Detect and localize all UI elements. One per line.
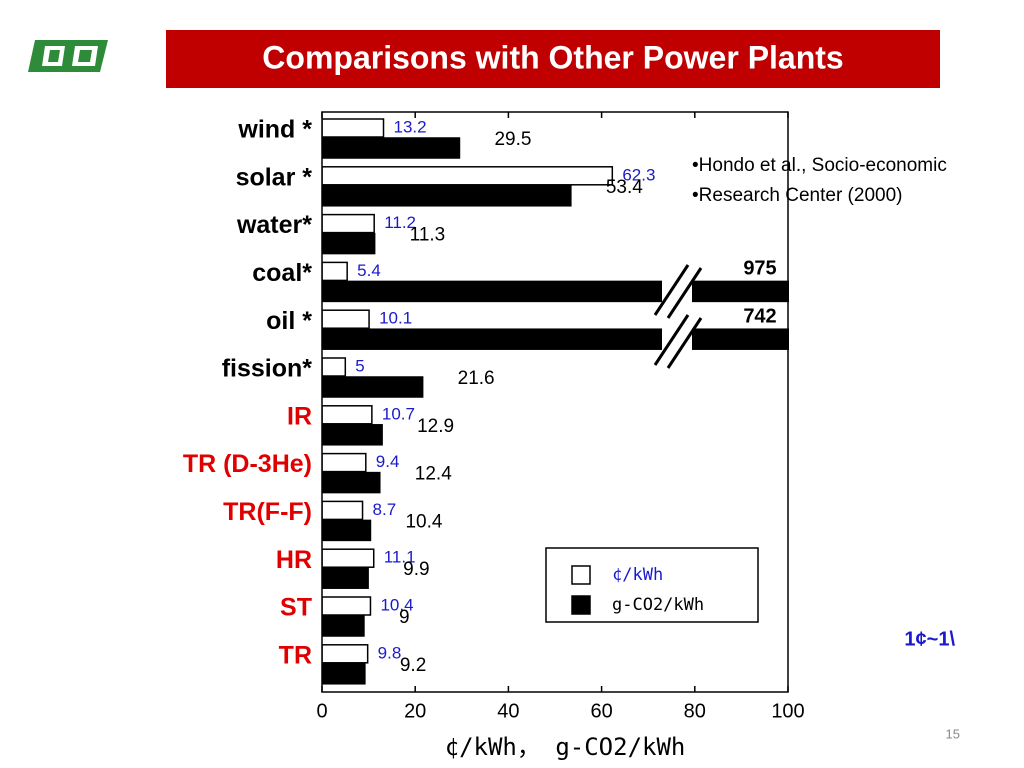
category-label: IR bbox=[287, 402, 312, 430]
bar bbox=[322, 663, 366, 685]
legend-swatch bbox=[571, 565, 591, 585]
bar bbox=[322, 471, 381, 494]
bar bbox=[322, 118, 385, 138]
bar bbox=[322, 309, 370, 329]
x-tick-label: 40 bbox=[497, 700, 519, 722]
category-label: TR (D-3He) bbox=[183, 450, 312, 478]
category-label: ST bbox=[280, 594, 312, 622]
category-label: coal* bbox=[252, 259, 312, 287]
x-tick-label: 20 bbox=[404, 700, 426, 722]
value-label: 12.4 bbox=[415, 464, 452, 485]
value-label: 5.4 bbox=[357, 261, 381, 280]
bar bbox=[322, 137, 461, 159]
logo bbox=[28, 40, 108, 72]
bar bbox=[322, 166, 614, 186]
chart-title: Comparisons with Other Power Plants bbox=[262, 39, 843, 75]
value-label: 11.3 bbox=[410, 225, 446, 246]
value-label: 11.1 bbox=[384, 548, 416, 567]
value-label: 21.6 bbox=[458, 368, 495, 389]
category-label: HR bbox=[276, 546, 312, 574]
x-axis-label: ¢/kWh， g-CO2/kWh bbox=[445, 733, 686, 761]
plot-frame bbox=[321, 111, 789, 693]
value-label: 10.7 bbox=[382, 404, 415, 423]
bar bbox=[322, 357, 347, 377]
value-label: 9.2 bbox=[400, 655, 426, 676]
x-tick-label: 100 bbox=[771, 700, 804, 722]
title-bar bbox=[166, 30, 940, 88]
bar bbox=[322, 213, 375, 234]
bar bbox=[322, 519, 372, 542]
bar bbox=[322, 185, 572, 207]
value-label: 62.3 bbox=[622, 165, 655, 184]
bar bbox=[322, 548, 375, 568]
category-label: oil * bbox=[266, 307, 312, 335]
value-label: 9.9 bbox=[403, 559, 429, 580]
value-label: 53.4 bbox=[606, 177, 643, 198]
value-label: 13.2 bbox=[394, 117, 427, 136]
bar bbox=[322, 615, 365, 637]
note: •Research Center (2000) bbox=[692, 185, 902, 206]
legend-label: g-CO2/kWh bbox=[612, 595, 704, 615]
category-label: wind * bbox=[237, 116, 312, 144]
note: •Hondo et al., Socio-economic bbox=[692, 155, 947, 176]
value-label: 10.4 bbox=[380, 595, 413, 614]
category-label: solar * bbox=[236, 163, 313, 191]
page-number: 15 bbox=[946, 726, 960, 741]
axis-break bbox=[653, 262, 703, 382]
bar bbox=[322, 596, 372, 616]
bar bbox=[322, 376, 424, 398]
bar bbox=[322, 261, 348, 282]
value-label: 11.2 bbox=[384, 213, 416, 232]
category-label: TR bbox=[279, 641, 312, 669]
category-label: TR(F-F) bbox=[223, 498, 312, 526]
bar bbox=[322, 405, 373, 425]
value-label: 9 bbox=[399, 607, 410, 628]
value-label: 8.7 bbox=[373, 500, 397, 519]
value-label: 9.4 bbox=[376, 452, 400, 471]
x-tick-label: 80 bbox=[684, 700, 706, 722]
x-tick-label: 60 bbox=[590, 700, 612, 722]
legend: ¢/kWh g-CO2/kWh bbox=[545, 547, 759, 623]
value-label: 29.5 bbox=[494, 129, 531, 150]
conversion-note: 1¢~1\ bbox=[904, 628, 955, 650]
category-label: fission* bbox=[222, 355, 313, 383]
bar bbox=[322, 424, 383, 446]
bar bbox=[322, 567, 369, 589]
value-label: 742 bbox=[743, 305, 776, 327]
category-label: water* bbox=[236, 211, 312, 239]
bar bbox=[322, 452, 367, 473]
value-label: 12.9 bbox=[417, 416, 454, 437]
legend-swatch bbox=[571, 595, 591, 615]
value-label: 5 bbox=[355, 356, 364, 375]
value-label: 10.1 bbox=[379, 309, 412, 328]
x-tick-label: 0 bbox=[316, 700, 327, 722]
bar bbox=[322, 500, 364, 521]
value-label: 975 bbox=[743, 258, 776, 280]
bar bbox=[322, 232, 376, 255]
value-label: 9.8 bbox=[378, 643, 402, 662]
legend-label: ¢/kWh bbox=[612, 565, 663, 585]
value-label: 10.4 bbox=[405, 511, 442, 532]
bar bbox=[322, 644, 369, 664]
